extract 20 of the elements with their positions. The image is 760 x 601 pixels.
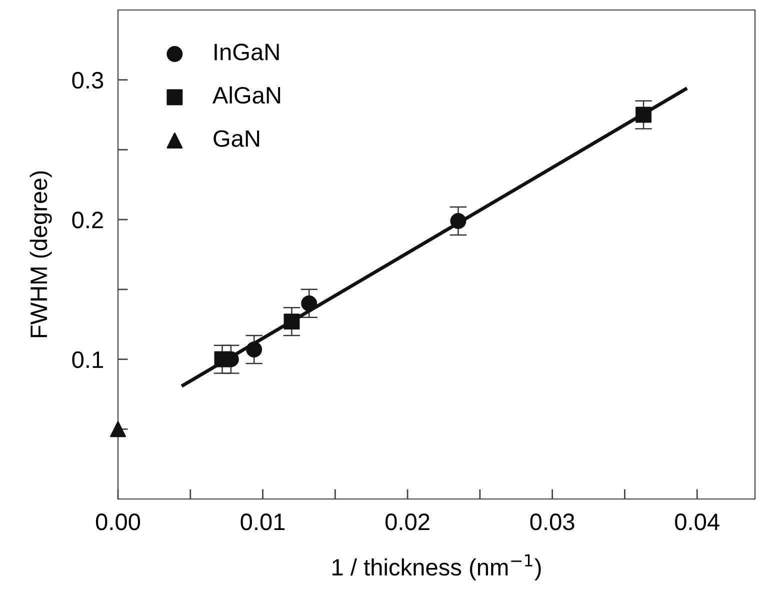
point [246,342,262,358]
y-axis-title: FWHM (degree) [30,171,52,338]
legend-label: AlGaN [212,86,280,104]
point [636,106,652,123]
y-tick-label: 0.1 [72,351,103,368]
point [110,421,126,438]
x-tick-label: 0.01 [240,514,285,530]
legend-label: GaN [214,130,260,147]
point [301,295,318,312]
x-tick-label: 0.02 [385,514,430,530]
point [214,351,230,368]
point [284,314,300,330]
y-tick-label: 0.2 [72,212,103,228]
x-tick-label: 0.04 [675,514,720,530]
x-axis-title: 1 / thickness (nm$^{−1}$) [332,554,541,580]
x-tick-label: 0.00 [96,514,140,530]
legend-label: InGaN [214,44,279,60]
point [450,212,466,229]
x-tick-label: 0.03 [530,514,574,530]
y-tick-label: 0.3 [72,72,104,89]
